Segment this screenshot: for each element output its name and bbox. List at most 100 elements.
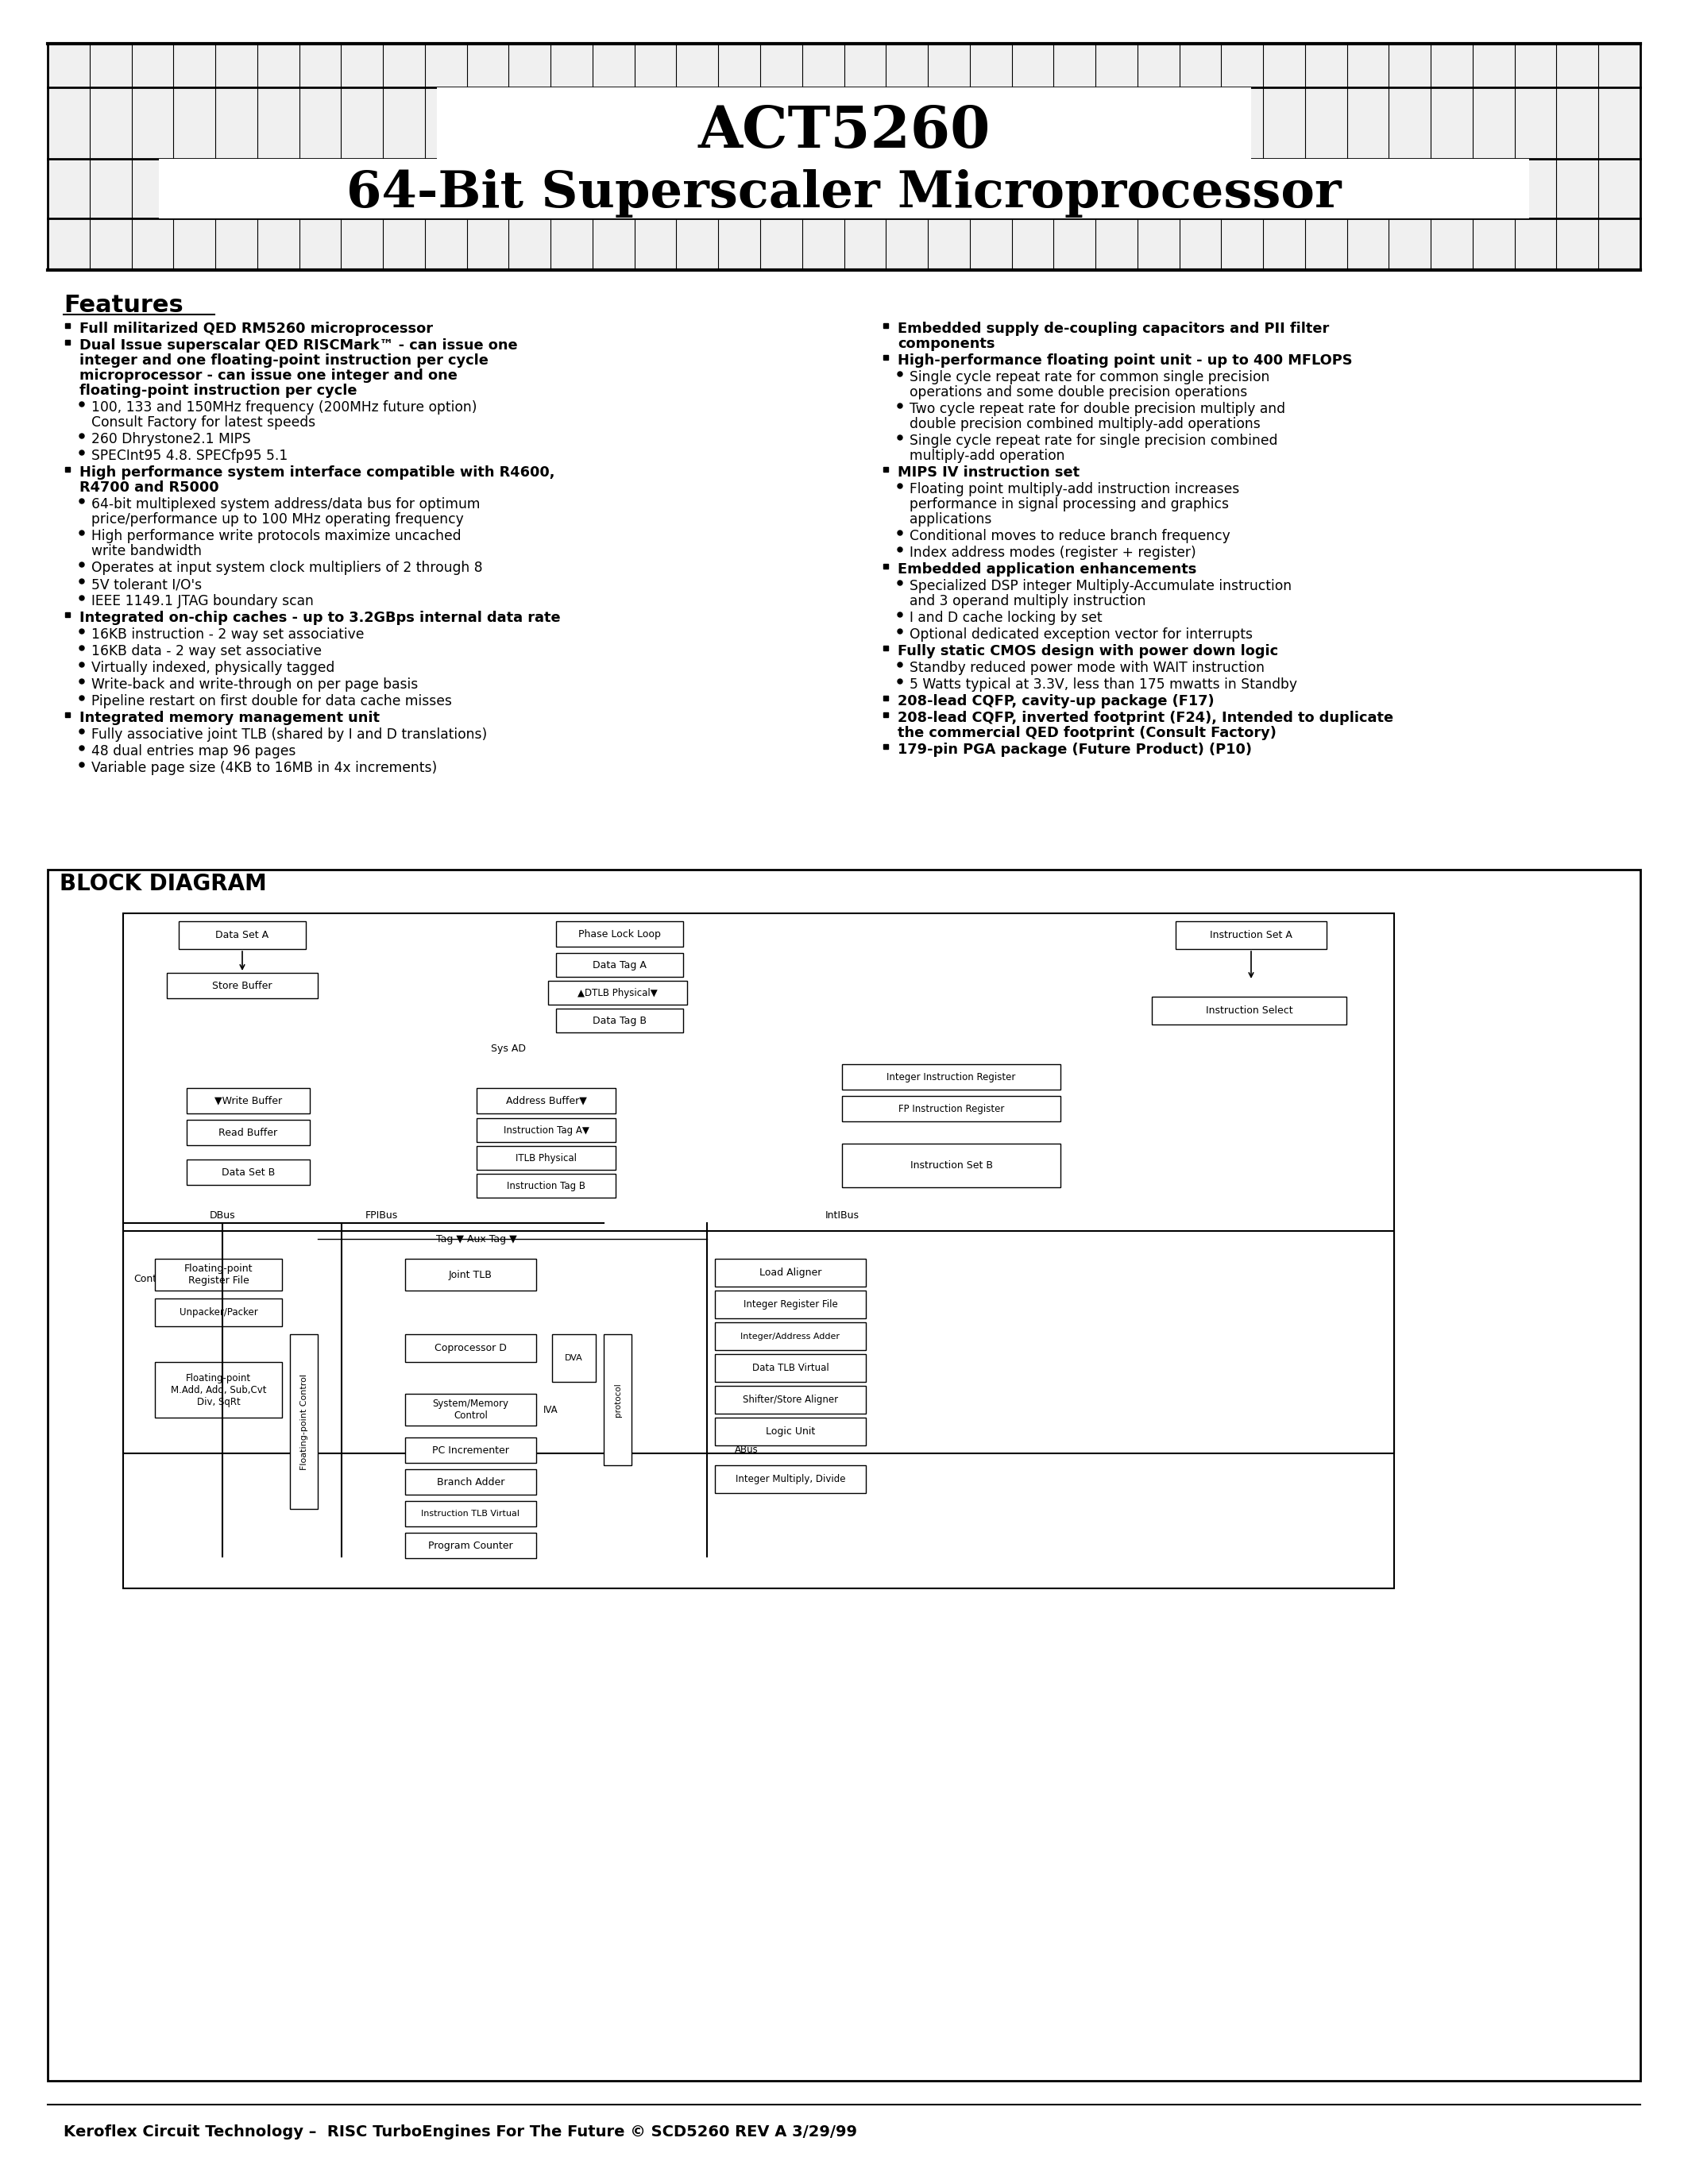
Text: Control: Control xyxy=(133,1273,169,1284)
Text: 208-lead CQFP, inverted footprint (F24), Intended to duplicate: 208-lead CQFP, inverted footprint (F24),… xyxy=(898,710,1393,725)
Bar xyxy=(66,323,69,328)
Bar xyxy=(405,1533,537,1557)
Text: System/Memory
Control: System/Memory Control xyxy=(432,1398,508,1422)
Text: High performance system interface compatible with R4600,: High performance system interface compat… xyxy=(79,465,555,480)
Bar xyxy=(476,1147,616,1171)
Text: Read Buffer: Read Buffer xyxy=(219,1127,277,1138)
Text: Instruction Tag B: Instruction Tag B xyxy=(506,1182,586,1190)
Text: Optional dedicated exception vector for interrupts: Optional dedicated exception vector for … xyxy=(910,627,1252,642)
Text: FPIBus: FPIBus xyxy=(365,1210,398,1221)
Circle shape xyxy=(79,531,84,535)
Bar xyxy=(437,87,1251,159)
Circle shape xyxy=(898,581,903,585)
Text: 64-Bit Superscaler Microprocessor: 64-Bit Superscaler Microprocessor xyxy=(346,168,1342,216)
Text: multiply-add operation: multiply-add operation xyxy=(910,448,1065,463)
Text: Variable page size (4KB to 16MB in 4x increments): Variable page size (4KB to 16MB in 4x in… xyxy=(91,760,437,775)
Bar xyxy=(123,913,1394,1452)
Text: Data Tag B: Data Tag B xyxy=(592,1016,647,1026)
Bar xyxy=(123,1232,1394,1588)
Text: SPECInt95 4.8. SPECfp95 5.1: SPECInt95 4.8. SPECfp95 5.1 xyxy=(91,448,289,463)
Text: Write-back and write-through on per page basis: Write-back and write-through on per page… xyxy=(91,677,419,692)
Bar xyxy=(155,1299,282,1326)
Circle shape xyxy=(79,745,84,751)
Bar xyxy=(405,1470,537,1494)
Bar xyxy=(155,1258,282,1291)
Text: Consult Factory for latest speeds: Consult Factory for latest speeds xyxy=(91,415,316,430)
Text: 5 Watts typical at 3.3V, less than 175 mwatts in Standby: 5 Watts typical at 3.3V, less than 175 m… xyxy=(910,677,1296,692)
Bar xyxy=(405,1334,537,1363)
Text: DBus: DBus xyxy=(209,1210,235,1221)
Text: Conditional moves to reduce branch frequency: Conditional moves to reduce branch frequ… xyxy=(910,529,1231,544)
Bar xyxy=(155,1363,282,1417)
Bar xyxy=(842,1096,1060,1120)
Text: ABus: ABus xyxy=(734,1444,758,1455)
Text: Tag ▼ Aux Tag ▼: Tag ▼ Aux Tag ▼ xyxy=(436,1234,517,1245)
Text: Coprocessor D: Coprocessor D xyxy=(434,1343,506,1354)
Text: Integrated on-chip caches - up to 3.2GBps internal data rate: Integrated on-chip caches - up to 3.2GBp… xyxy=(79,612,560,625)
Bar xyxy=(167,972,317,998)
Text: IVA: IVA xyxy=(544,1404,557,1415)
Text: integer and one floating-point instruction per cycle: integer and one floating-point instructi… xyxy=(79,354,488,367)
Circle shape xyxy=(79,579,84,583)
Text: IntIBus: IntIBus xyxy=(825,1210,859,1221)
Text: Κeroflex Circuit Technology –  RISC TurboEngines For The Future © SCD5260 REV A : Κeroflex Circuit Technology – RISC Turbo… xyxy=(64,2125,858,2140)
Bar xyxy=(476,1173,616,1197)
Circle shape xyxy=(898,483,903,489)
Text: Integer Multiply, Divide: Integer Multiply, Divide xyxy=(736,1474,846,1485)
Text: Data Set B: Data Set B xyxy=(221,1166,275,1177)
Text: 100, 133 and 150MHz frequency (200MHz future option): 100, 133 and 150MHz frequency (200MHz fu… xyxy=(91,400,478,415)
Text: Program Counter: Program Counter xyxy=(429,1540,513,1551)
Text: DVA: DVA xyxy=(565,1354,582,1363)
Bar xyxy=(66,467,69,472)
Text: the commercial QED footprint (Consult Factory): the commercial QED footprint (Consult Fa… xyxy=(898,725,1276,740)
Circle shape xyxy=(898,629,903,633)
Bar xyxy=(842,1064,1060,1090)
Bar xyxy=(555,922,684,946)
Circle shape xyxy=(79,498,84,505)
Bar xyxy=(883,467,888,472)
Text: High-performance floating point unit - up to 400 MFLOPS: High-performance floating point unit - u… xyxy=(898,354,1352,367)
Text: 64-bit multiplexed system address/data bus for optimum: 64-bit multiplexed system address/data b… xyxy=(91,498,479,511)
Bar xyxy=(405,1437,537,1463)
Text: Floating-point
M.Add, Add, Sub,Cvt
Div, SqRt: Floating-point M.Add, Add, Sub,Cvt Div, … xyxy=(170,1374,267,1406)
Bar xyxy=(716,1291,866,1319)
Text: Features: Features xyxy=(64,295,184,317)
Bar xyxy=(159,159,1529,218)
Bar xyxy=(552,1334,596,1382)
Circle shape xyxy=(898,662,903,666)
Bar xyxy=(187,1120,311,1144)
Text: Full militarized QED RM5260 microprocessor: Full militarized QED RM5260 microprocess… xyxy=(79,321,432,336)
Text: MIPS IV instruction set: MIPS IV instruction set xyxy=(898,465,1080,480)
Text: High performance write protocols maximize uncached: High performance write protocols maximiz… xyxy=(91,529,461,544)
Circle shape xyxy=(79,629,84,633)
Bar xyxy=(716,1387,866,1413)
Text: R4700 and R5000: R4700 and R5000 xyxy=(79,480,219,496)
Text: Integer/Address Adder: Integer/Address Adder xyxy=(741,1332,841,1341)
Bar xyxy=(476,1088,616,1114)
Circle shape xyxy=(79,596,84,601)
Bar xyxy=(555,1009,684,1033)
Text: Index address modes (register + register): Index address modes (register + register… xyxy=(910,546,1197,559)
Text: Instruction Tag A▼: Instruction Tag A▼ xyxy=(503,1125,589,1136)
Text: IEEE 1149.1 JTAG boundary scan: IEEE 1149.1 JTAG boundary scan xyxy=(91,594,314,609)
Text: Operates at input system clock multipliers of 2 through 8: Operates at input system clock multiplie… xyxy=(91,561,483,574)
Bar xyxy=(47,44,1641,271)
Bar xyxy=(549,981,687,1005)
Text: Instruction Select: Instruction Select xyxy=(1205,1005,1293,1016)
Text: floating-point instruction per cycle: floating-point instruction per cycle xyxy=(79,384,358,397)
Circle shape xyxy=(898,679,903,684)
Text: double precision combined multiply-add operations: double precision combined multiply-add o… xyxy=(910,417,1261,430)
Text: ITLB Physical: ITLB Physical xyxy=(515,1153,577,1164)
Text: performance in signal processing and graphics: performance in signal processing and gra… xyxy=(910,498,1229,511)
Text: write bandwidth: write bandwidth xyxy=(91,544,203,559)
Bar xyxy=(716,1417,866,1446)
Bar xyxy=(66,712,69,716)
Text: Address Buffer▼: Address Buffer▼ xyxy=(506,1096,587,1105)
Bar xyxy=(883,745,888,749)
Bar xyxy=(883,323,888,328)
Text: Dual Issue superscalar QED RISCMark™ - can issue one: Dual Issue superscalar QED RISCMark™ - c… xyxy=(79,339,518,352)
Text: components: components xyxy=(898,336,994,352)
Text: Embedded supply de-coupling capacitors and PII filter: Embedded supply de-coupling capacitors a… xyxy=(898,321,1328,336)
Text: Data TLB Virtual: Data TLB Virtual xyxy=(751,1363,829,1374)
Text: 16KB data - 2 way set associative: 16KB data - 2 way set associative xyxy=(91,644,322,657)
